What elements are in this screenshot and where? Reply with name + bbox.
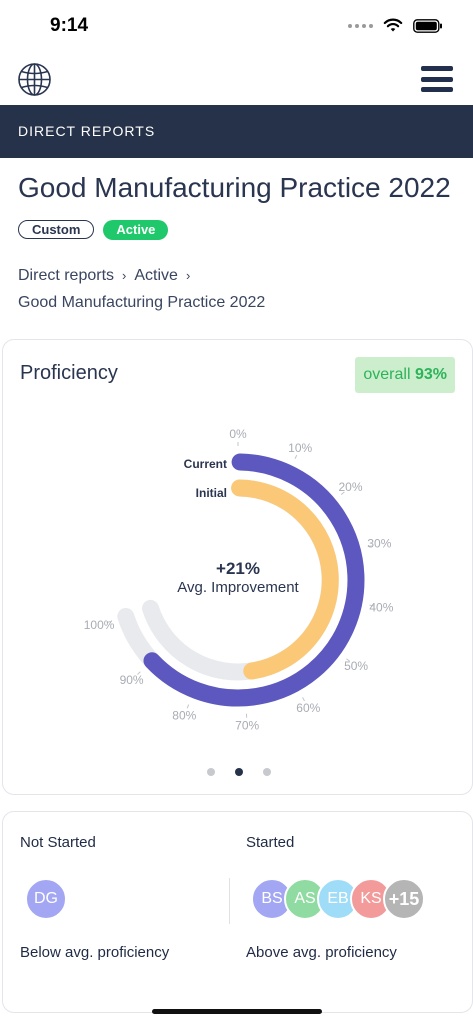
- overall-value: 93%: [414, 366, 447, 383]
- chart-pager[interactable]: [207, 768, 271, 776]
- tick-mark: [186, 704, 190, 709]
- globe-icon[interactable]: [17, 62, 52, 102]
- below-avg-label: Below avg. proficiency: [20, 944, 170, 961]
- chevron-right-icon: ›: [122, 268, 127, 283]
- above-avg-label: Above avg. proficiency: [246, 944, 397, 961]
- tick-label: 60%: [296, 701, 320, 715]
- proficiency-radial-chart[interactable]: 0% 10% 20% 30% 40% 50% 60% 70% 80% 90% 100% Curren…: [3, 340, 472, 760]
- improvement-label: Avg. Improvement: [177, 579, 299, 596]
- tick-mark: [367, 545, 372, 548]
- breadcrumb-current: Good Manufacturing Practice 2022: [18, 294, 266, 311]
- user-avatar[interactable]: DG: [25, 878, 67, 920]
- column-divider: [229, 878, 230, 924]
- tick-mark: [294, 454, 298, 459]
- section-header: DIRECT REPORTS: [0, 105, 473, 158]
- tick-mark: [137, 671, 141, 675]
- breadcrumb-direct-reports[interactable]: Direct reports: [18, 267, 115, 284]
- status-time: 9:14: [50, 15, 89, 36]
- tick-label: 20%: [338, 480, 362, 494]
- tick-label: 90%: [120, 673, 144, 687]
- custom-badge: Custom: [18, 220, 95, 239]
- not-started-label: Not Started: [20, 834, 96, 851]
- user-avatar[interactable]: +15: [383, 878, 425, 920]
- tick-label: 80%: [172, 709, 196, 723]
- proficiency-title: Proficiency: [20, 362, 118, 384]
- tick-label: 10%: [288, 441, 312, 455]
- started-label: Started: [246, 834, 295, 851]
- improvement-value: +21%: [216, 559, 260, 578]
- page-title: Good Manufacturing Practice 2022: [18, 172, 451, 203]
- summary-card: Not Started Started DG BS AS EB KS +15 Below…: [2, 811, 473, 1013]
- proficiency-card: Proficiency overall 93% 0% 10% 20% 30% 40% 50…: [2, 339, 473, 795]
- hamburger-menu-icon[interactable]: [421, 66, 453, 92]
- chevron-right-icon: ›: [185, 268, 191, 283]
- tick-label: 40%: [369, 600, 393, 614]
- tick-mark: [340, 491, 345, 495]
- current-progress-arc: [143, 453, 365, 707]
- home-indicator: [152, 1009, 322, 1014]
- tick-labels: 0% 10% 20% 30% 40% 50% 60% 70% 80% 90% 100%: [84, 427, 394, 733]
- tick-mark: [369, 604, 374, 607]
- pager-dot[interactable]: [263, 768, 271, 776]
- initial-progress-arc: [231, 479, 339, 680]
- tick-label: 0%: [229, 427, 247, 441]
- tick-label: 30%: [367, 537, 391, 551]
- tick-mark: [346, 658, 350, 662]
- pager-dot[interactable]: [235, 768, 243, 776]
- battery-icon: [413, 18, 442, 33]
- pager-dot[interactable]: [207, 768, 215, 776]
- breadcrumb-active[interactable]: Active: [134, 267, 178, 284]
- breadcrumb: Direct reports › Active › Good Manufacturin…: [18, 262, 265, 316]
- wifi-icon: [383, 18, 403, 32]
- current-label: Current: [184, 457, 227, 471]
- active-badge: Active: [103, 220, 169, 240]
- section-label: DIRECT REPORTS: [18, 123, 156, 139]
- top-nav: [0, 52, 473, 106]
- badge-row: Custom Active: [18, 220, 169, 240]
- tick-mark: [106, 620, 111, 624]
- tick-label: 100%: [84, 618, 115, 632]
- tick-label: 50%: [344, 659, 368, 673]
- tick-mark: [302, 697, 305, 702]
- overall-proficiency-badge: overall 93%: [355, 357, 455, 393]
- status-bar: 9:14: [0, 0, 473, 52]
- tick-label: 70%: [235, 719, 259, 733]
- status-icons: [348, 18, 443, 33]
- overall-label: overall: [363, 366, 411, 383]
- user-avatar[interactable]: BS: [251, 878, 293, 920]
- initial-label: Initial: [196, 486, 227, 500]
- signal-dots-icon: [348, 23, 373, 28]
